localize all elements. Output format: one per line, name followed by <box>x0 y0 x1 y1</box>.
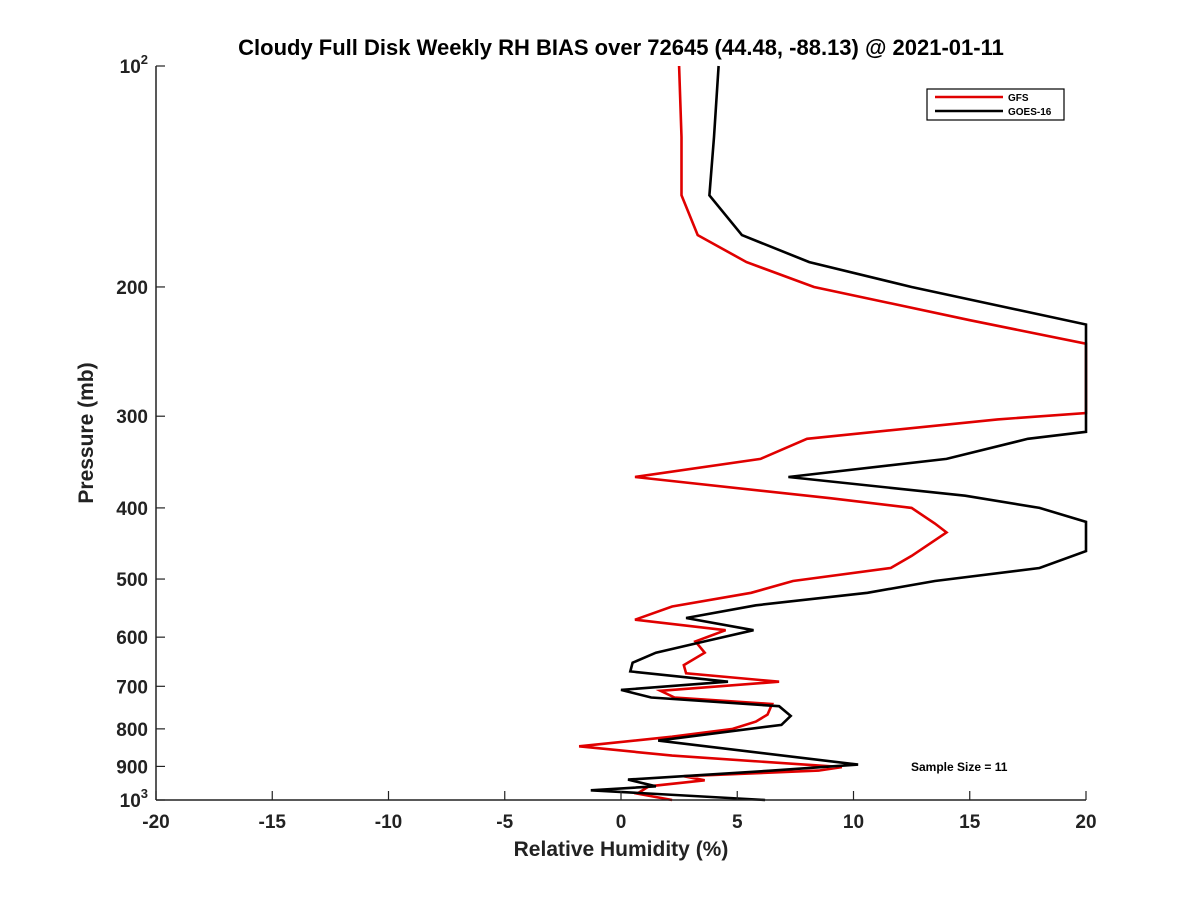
legend-box <box>926 88 1065 121</box>
chart-title: Cloudy Full Disk Weekly RH BIAS over 726… <box>238 35 1004 60</box>
y-tick-group: 102 200 300 400 500 600 700 800 900 103 <box>116 52 165 812</box>
x-tick-label: 20 <box>1075 812 1096 833</box>
y-tick-label: 400 <box>116 499 148 520</box>
y-tick-label: 200 <box>116 278 148 299</box>
y-tick-label: 103 <box>120 786 148 812</box>
y-tick-label: 800 <box>116 720 148 741</box>
x-axis-label: Relative Humidity (%) <box>514 838 729 861</box>
x-tick-group: -20 -15 -10 -5 0 5 10 15 20 <box>142 791 1097 833</box>
x-tick-label: -20 <box>142 812 169 833</box>
x-tick-label: -10 <box>375 812 402 833</box>
x-tick-label: -5 <box>496 812 513 833</box>
x-tick-label: 10 <box>843 812 864 833</box>
x-tick-label: 0 <box>616 812 627 833</box>
legend: GFS GOES-16 <box>926 88 1065 121</box>
y-tick-label: 700 <box>116 677 148 698</box>
legend-label-gfs: GFS <box>1008 93 1029 104</box>
x-tick-label: 15 <box>959 812 981 833</box>
y-tick-label: 500 <box>116 570 148 591</box>
legend-label-goes16: GOES-16 <box>1008 107 1052 118</box>
y-axis-label: Pressure (mb) <box>75 362 98 503</box>
y-tick-label: 900 <box>116 757 148 778</box>
sample-size-annotation: Sample Size = 11 <box>911 760 1008 774</box>
y-tick-label: 300 <box>116 407 148 428</box>
plot-area <box>156 66 1086 800</box>
x-tick-label: 5 <box>732 812 743 833</box>
y-tick-label: 102 <box>120 52 148 78</box>
series-layer <box>578 65 1088 802</box>
series-line-goes16 <box>590 65 1088 802</box>
y-tick-label: 600 <box>116 628 148 649</box>
x-tick-label: -15 <box>259 812 287 833</box>
